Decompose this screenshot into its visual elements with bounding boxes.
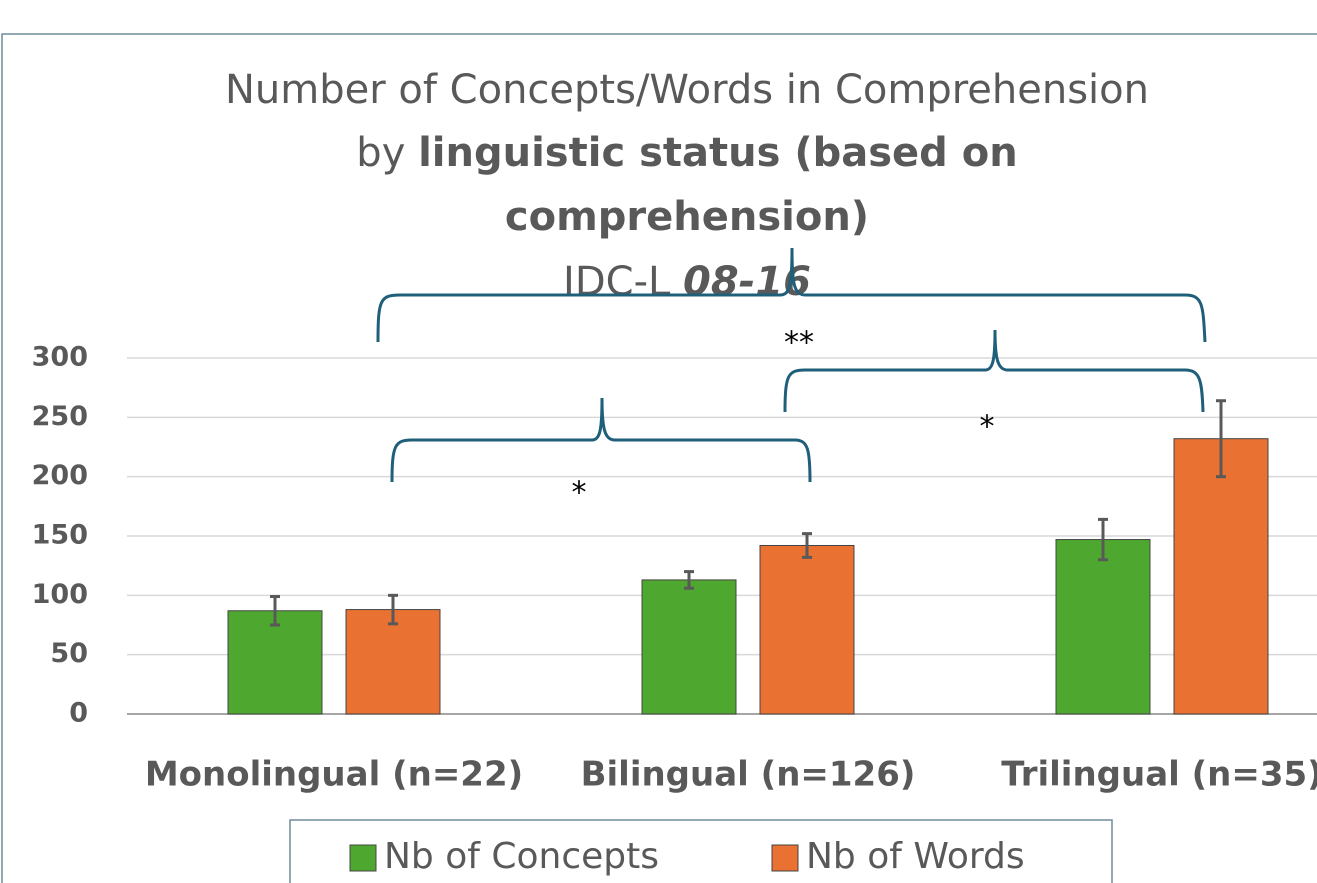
title-run: IDC-L (563, 259, 683, 305)
chart-title: Number of Concepts/Words in Comprehensio… (225, 67, 1149, 305)
legend-box (289, 819, 1113, 883)
y-tick-label: 250 (32, 401, 88, 432)
title-run: by (356, 130, 418, 176)
y-tick-label: 300 (32, 342, 88, 373)
bar (641, 579, 737, 715)
bar (1055, 539, 1151, 715)
brace (783, 329, 1205, 413)
y-tick-label: 0 (69, 698, 88, 729)
title-line: Number of Concepts/Words in Comprehensio… (225, 67, 1149, 113)
chart-frame (1, 33, 1317, 883)
legend-label: Nb of Concepts (384, 836, 659, 877)
title-run: Number of Concepts/Words in Comprehensio… (225, 67, 1149, 113)
annotation: * (980, 410, 995, 445)
x-tick-label: Monolingual (n=22) (145, 755, 523, 795)
error-bar (684, 570, 694, 590)
y-tick-label: 50 (50, 638, 88, 669)
annotation: * (572, 476, 587, 511)
title-run: linguistic status (based on (418, 130, 1018, 176)
y-tick-label: 150 (32, 520, 88, 551)
title-run: comprehension) (505, 194, 869, 240)
title-line: by linguistic status (based on (356, 130, 1017, 176)
legend-swatch (349, 844, 377, 872)
error-bar (1098, 517, 1108, 562)
legend-swatch (771, 844, 799, 872)
y-tick-label: 100 (32, 579, 88, 610)
brace (390, 397, 812, 483)
error-bar (270, 595, 280, 627)
y-tick-label: 200 (32, 460, 88, 491)
title-line: comprehension) (505, 194, 869, 240)
legend-label: Nb of Words (806, 836, 1025, 877)
error-bar (388, 593, 398, 626)
bar (1173, 438, 1269, 715)
error-bar (1216, 399, 1226, 479)
x-tick-label: Bilingual (n=126) (581, 755, 916, 795)
annotation: ** (784, 326, 814, 361)
significance-braces (376, 247, 1207, 483)
grid (127, 357, 1317, 715)
error-bar (802, 532, 812, 559)
title-line: IDC-L 08-16 (563, 259, 811, 305)
brace (376, 247, 1207, 343)
x-tick-label: Trilingual (n=35) (1001, 755, 1317, 795)
bar (227, 610, 323, 715)
bar (759, 544, 855, 715)
